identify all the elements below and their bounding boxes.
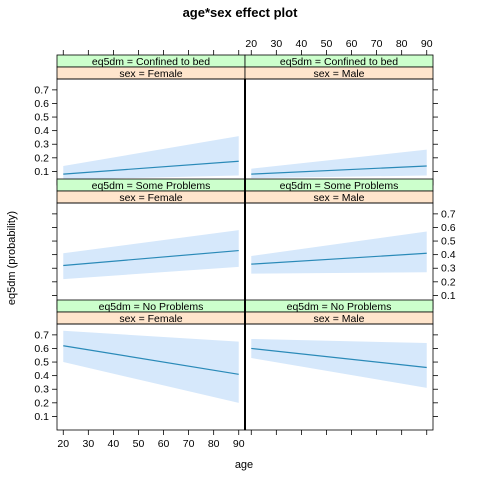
strip-bottom-label: sex = Male [313,68,364,80]
y-tick-label: 0.3 [34,384,49,396]
y-axis-label: eq5dm (probability) [6,211,18,305]
x-tick-label: 30 [270,38,282,50]
strip-top-label: eq5dm = No Problems [99,301,204,313]
confidence-band [63,330,239,403]
x-tick-label: 50 [321,38,333,50]
y-tick-label: 0.3 [34,139,49,151]
strip-bottom-label: sex = Male [313,192,364,204]
x-tick-label: 60 [158,438,170,450]
fit-line [251,347,427,369]
confidence-band [63,136,239,180]
x-tick-label: 20 [57,438,69,450]
y-tick-label: 0.4 [34,370,49,382]
y-tick-label: 0.1 [441,290,456,302]
confidence-band [63,230,239,280]
y-tick-label: 0.7 [34,84,49,96]
x-tick-label: 40 [108,438,120,450]
fit-line [63,160,239,175]
x-tick-label: 40 [296,38,308,50]
x-tick-label: 80 [208,438,220,450]
y-tick-label: 0.6 [34,98,49,110]
strip-top-label: eq5dm = Some Problems [280,180,399,192]
y-tick-label: 0.1 [34,411,49,423]
confidence-band [251,338,427,388]
fit-line [63,345,239,375]
x-tick-label: 50 [133,438,145,450]
x-tick-label: 90 [233,438,245,450]
confidence-band [251,231,427,274]
y-tick-label: 0.2 [441,276,456,288]
strip-top-label: eq5dm = Confined to bed [280,56,398,68]
chart-title: age*sex effect plot [183,5,299,20]
strip-bottom-label: sex = Female [119,68,182,80]
x-tick-label: 60 [346,38,358,50]
y-tick-label: 0.2 [34,152,49,164]
y-tick-label: 0.6 [34,343,49,355]
fit-line [251,252,427,265]
x-axis-label: age [235,459,253,471]
y-tick-label: 0.6 [441,222,456,234]
strip-top-label: eq5dm = Confined to bed [92,56,210,68]
x-tick-label: 30 [82,438,94,450]
fit-line [251,165,427,175]
y-tick-label: 0.5 [441,236,456,248]
y-tick-label: 0.7 [34,329,49,341]
confidence-band [251,149,427,179]
x-tick-label: 70 [371,38,383,50]
x-tick-label: 20 [245,38,257,50]
y-tick-label: 0.7 [441,208,456,220]
y-tick-label: 0.4 [441,249,456,261]
x-tick-label: 90 [421,38,433,50]
strip-top-label: eq5dm = Some Problems [92,180,211,192]
strip-bottom-label: sex = Female [119,192,182,204]
y-tick-label: 0.4 [34,125,49,137]
y-tick-label: 0.1 [34,166,49,178]
fit-line [63,249,239,267]
x-tick-label: 80 [396,38,408,50]
x-tick-label: 70 [183,438,195,450]
y-tick-label: 0.3 [441,263,456,275]
y-tick-label: 0.5 [34,357,49,369]
strip-top-label: eq5dm = No Problems [287,301,392,313]
y-tick-label: 0.5 [34,112,49,124]
strip-bottom-label: sex = Female [119,313,182,325]
y-tick-label: 0.2 [34,397,49,409]
strip-bottom-label: sex = Male [313,313,364,325]
